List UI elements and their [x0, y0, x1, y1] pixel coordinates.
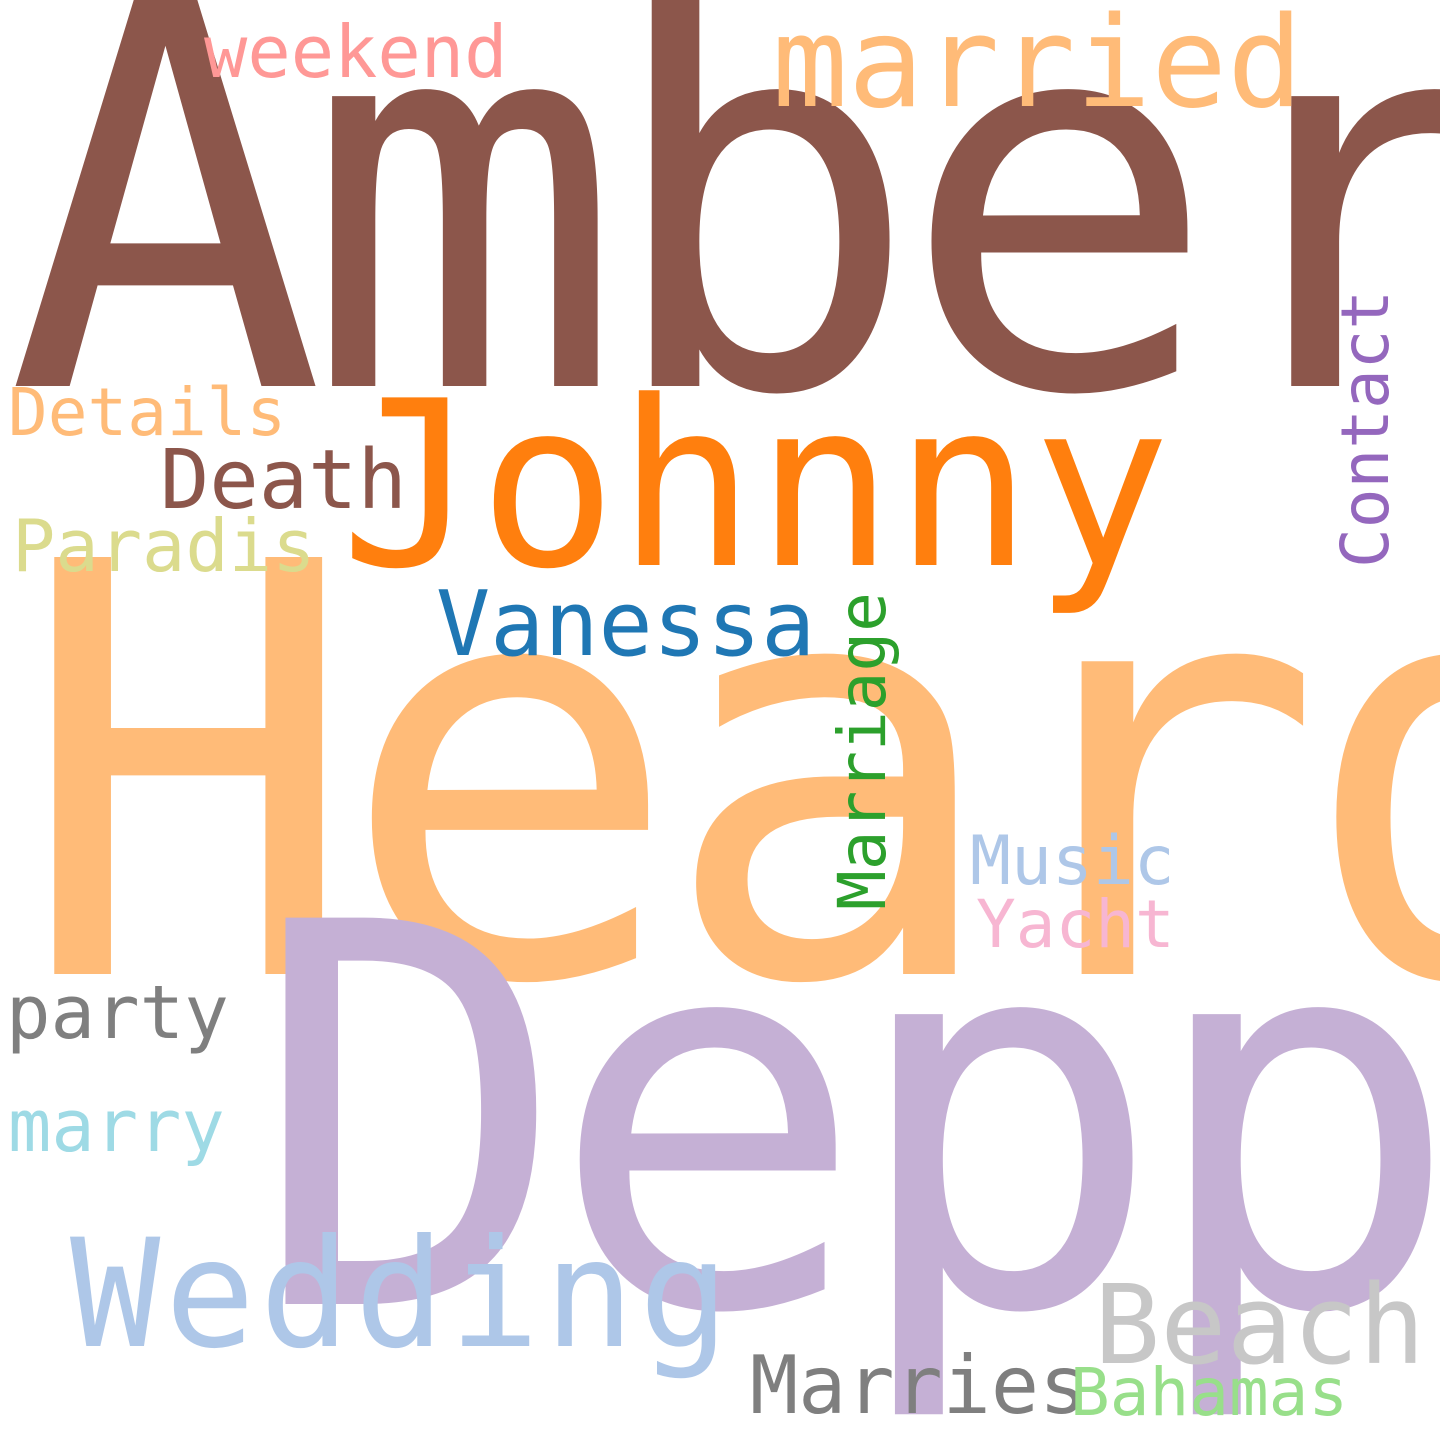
word-married: married [772, 0, 1303, 126]
word-yacht: Yacht [976, 892, 1175, 958]
word-marry: marry [8, 1090, 225, 1162]
word-party: party [6, 976, 229, 1050]
word-marriage: Marriage [830, 592, 896, 910]
word-wedding: Wedding [70, 1220, 734, 1370]
word-weekend: weekend [204, 16, 507, 88]
word-paradis: Paradis [12, 510, 315, 582]
word-johnny: Johnny [340, 372, 1171, 602]
word-marries: Marries [750, 1346, 1087, 1426]
word-contact: Contact [1333, 290, 1399, 568]
word-vanessa: Vanessa [436, 580, 815, 670]
word-bahamas: Bahamas [1070, 1360, 1348, 1426]
